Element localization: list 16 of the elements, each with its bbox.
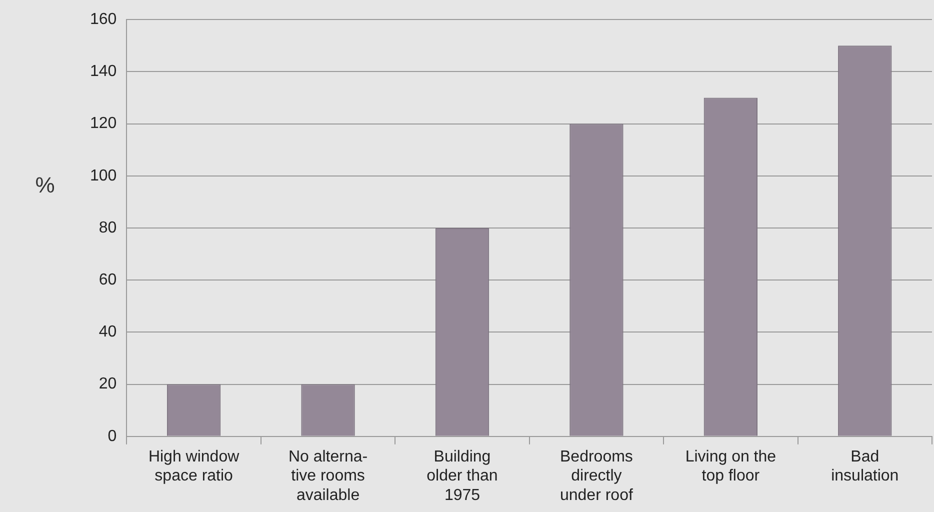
y-tick-label: 0 <box>108 428 117 445</box>
x-tick-label: Bad insulation <box>831 448 899 485</box>
y-tick-label: 40 <box>98 324 117 341</box>
y-tick-label: 80 <box>98 219 117 236</box>
y-tick-label: 140 <box>90 63 117 80</box>
y-tick-label: 20 <box>98 376 117 393</box>
y-tick-label: 160 <box>90 11 117 28</box>
y-tick-label: 120 <box>90 115 117 132</box>
x-tick-label: Building older than 1975 <box>426 448 498 504</box>
y-tick-label: 60 <box>98 272 117 289</box>
x-tick-label: Bedrooms directly under roof <box>560 448 634 504</box>
y-axis-title: % <box>35 172 55 198</box>
x-tick-label: Living on the top floor <box>685 448 776 485</box>
x-tick-label: No alterna- tive rooms available <box>288 448 368 504</box>
x-tick-label: High window space ratio <box>148 448 240 485</box>
y-tick-label: 100 <box>90 167 117 184</box>
